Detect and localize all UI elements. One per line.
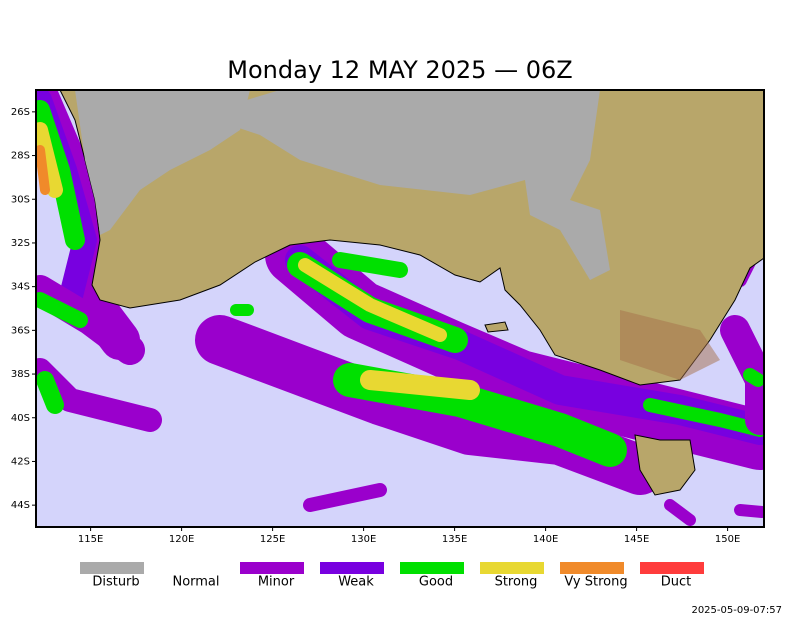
legend-swatch: [560, 562, 624, 574]
map-frame: [35, 89, 765, 528]
lon-tick-label: 150E: [715, 534, 740, 545]
legend-swatch: [480, 562, 544, 574]
disturb-area: [215, 90, 610, 280]
legend-label: Disturb: [92, 575, 139, 590]
axes: 115E 120E 125E 130E 135E 140E 145E 150E 26S 28S 30…: [11, 107, 740, 545]
timestamp: 2025-05-09-07:57: [691, 605, 782, 616]
legend-label: Normal: [172, 575, 219, 590]
legend-label: Minor: [258, 575, 295, 590]
legend-swatch: [320, 562, 384, 574]
title: Monday 12 MAY 2025 — 06Z: [227, 56, 572, 84]
island: [484, 321, 509, 333]
lon-tick-label: 115E: [78, 534, 103, 545]
legend-label: Strong: [495, 575, 538, 590]
lat-tick-label: 40S: [11, 413, 30, 424]
lon-tick-label: 135E: [442, 534, 467, 545]
legend-label: Weak: [338, 575, 374, 590]
lat-tick-label: 30S: [11, 194, 30, 205]
disturb-area: [75, 90, 250, 235]
tasmania: [634, 434, 696, 496]
legend-swatch: [80, 562, 144, 574]
legend-swatch: [240, 562, 304, 574]
lon-tick-label: 145E: [624, 534, 649, 545]
lat-tick-label: 26S: [11, 107, 30, 118]
legend-label: Vy Strong: [564, 575, 627, 590]
highlands: [620, 310, 720, 380]
legend-swatch: [640, 562, 704, 574]
legend-label: Good: [419, 575, 453, 590]
lon-tick-label: 140E: [533, 534, 558, 545]
lat-tick-label: 44S: [11, 500, 30, 511]
map: [36, 90, 764, 527]
lat-tick-label: 42S: [11, 456, 30, 467]
legend-label: Duct: [661, 575, 692, 590]
lat-tick-label: 28S: [11, 151, 30, 162]
lat-tick-label: 36S: [11, 325, 30, 336]
lat-tick-label: 38S: [11, 369, 30, 380]
legend-swatch: [160, 562, 224, 574]
lon-tick-label: 130E: [351, 534, 376, 545]
lat-tick-label: 32S: [11, 238, 30, 249]
lat-tick-label: 34S: [11, 282, 30, 293]
legend: Disturb Normal Minor Weak Good Strong Vy Stron…: [80, 562, 704, 590]
lon-tick-label: 120E: [169, 534, 194, 545]
legend-swatch: [400, 562, 464, 574]
ducting-bands: [36, 90, 764, 526]
lon-tick-label: 125E: [260, 534, 285, 545]
